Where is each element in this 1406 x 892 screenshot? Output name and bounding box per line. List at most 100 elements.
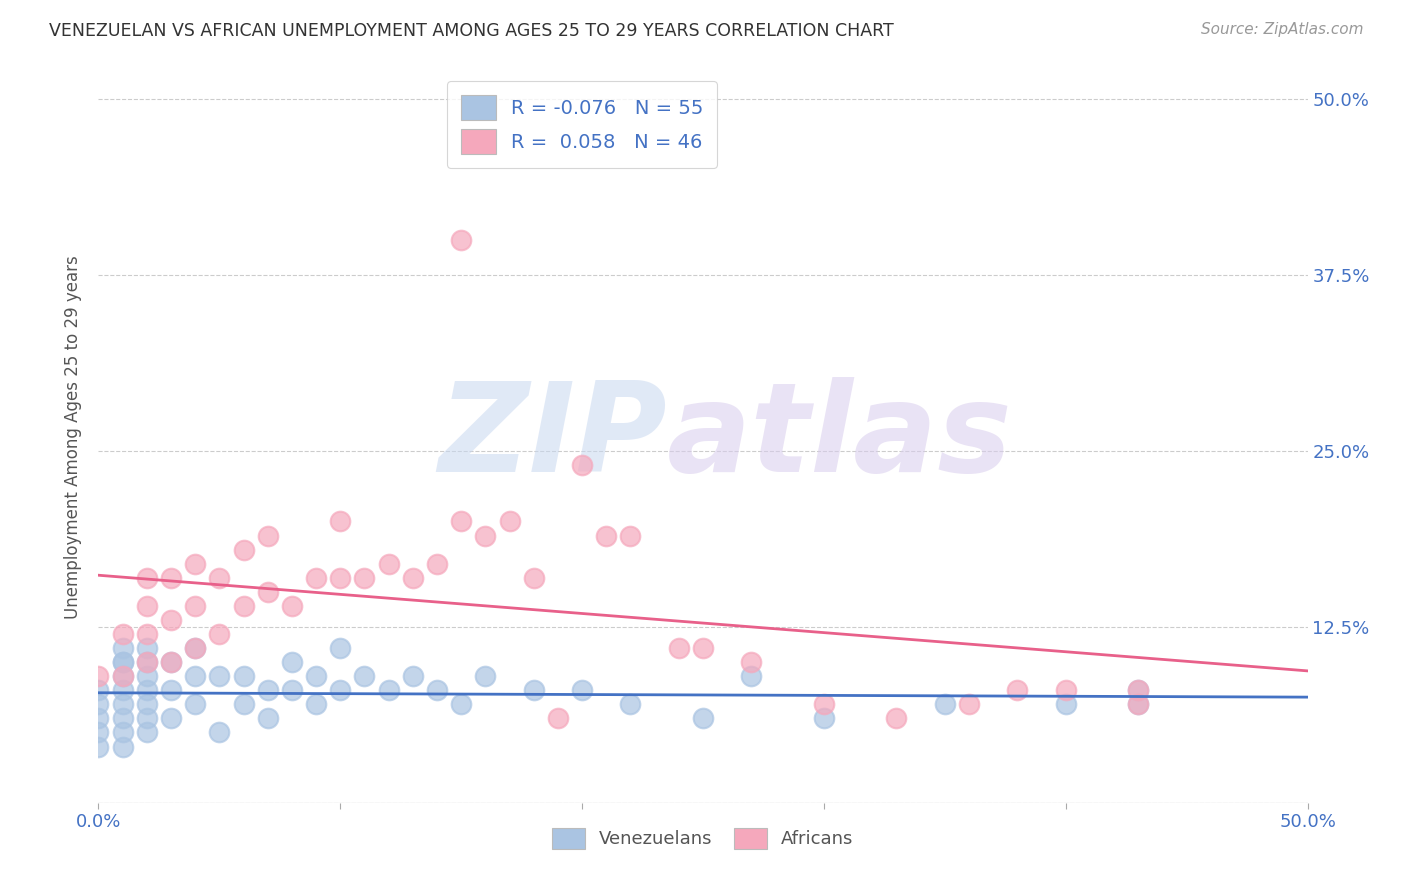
Point [426, 557, 449, 571]
Point [135, 627, 157, 641]
Point [281, 655, 304, 669]
Point [498, 515, 520, 529]
Point [450, 515, 472, 529]
Point [135, 641, 157, 656]
Point [281, 599, 304, 613]
Point [111, 641, 134, 656]
Point [450, 233, 472, 247]
Point [111, 627, 134, 641]
Point [281, 683, 304, 698]
Point [1054, 683, 1077, 698]
Point [208, 627, 231, 641]
Point [523, 571, 546, 585]
Point [740, 669, 762, 683]
Point [184, 599, 207, 613]
Point [135, 669, 157, 683]
Point [184, 641, 207, 656]
Point [160, 613, 183, 627]
Point [571, 683, 593, 698]
Point [353, 669, 375, 683]
Point [1128, 698, 1150, 712]
Point [184, 698, 207, 712]
Point [135, 655, 157, 669]
Point [111, 669, 134, 683]
Point [111, 698, 134, 712]
Point [87, 698, 110, 712]
Y-axis label: Unemployment Among Ages 25 to 29 years: Unemployment Among Ages 25 to 29 years [65, 255, 83, 619]
Point [1054, 698, 1077, 712]
Point [692, 641, 714, 656]
Point [571, 458, 593, 473]
Point [135, 698, 157, 712]
Point [208, 725, 231, 739]
Point [87, 725, 110, 739]
Point [160, 683, 183, 698]
Point [377, 683, 399, 698]
Point [1007, 683, 1029, 698]
Point [111, 711, 134, 725]
Point [619, 698, 641, 712]
Point [232, 669, 254, 683]
Point [256, 528, 278, 542]
Point [595, 528, 617, 542]
Point [256, 711, 278, 725]
Point [111, 655, 134, 669]
Point [547, 711, 569, 725]
Point [256, 683, 278, 698]
Point [934, 698, 956, 712]
Point [668, 641, 690, 656]
Point [957, 698, 980, 712]
Point [135, 571, 157, 585]
Point [402, 669, 425, 683]
Point [135, 599, 157, 613]
Point [813, 698, 835, 712]
Point [450, 698, 472, 712]
Point [1128, 683, 1150, 698]
Point [305, 571, 328, 585]
Point [135, 725, 157, 739]
Point [740, 655, 762, 669]
Point [111, 725, 134, 739]
Point [135, 711, 157, 725]
Text: VENEZUELAN VS AFRICAN UNEMPLOYMENT AMONG AGES 25 TO 29 YEARS CORRELATION CHART: VENEZUELAN VS AFRICAN UNEMPLOYMENT AMONG… [49, 22, 894, 40]
Point [474, 669, 496, 683]
Point [87, 739, 110, 754]
Point [692, 711, 714, 725]
Point [160, 571, 183, 585]
Text: atlas: atlas [666, 376, 1012, 498]
Point [256, 584, 278, 599]
Point [160, 655, 183, 669]
Legend: Venezuelans, Africans: Venezuelans, Africans [546, 821, 860, 856]
Point [474, 528, 496, 542]
Point [87, 711, 110, 725]
Point [426, 683, 449, 698]
Point [305, 698, 328, 712]
Point [377, 557, 399, 571]
Point [1128, 683, 1150, 698]
Point [111, 739, 134, 754]
Point [111, 655, 134, 669]
Point [232, 542, 254, 557]
Point [135, 683, 157, 698]
Point [402, 571, 425, 585]
Point [886, 711, 908, 725]
Point [353, 571, 375, 585]
Point [160, 655, 183, 669]
Point [232, 698, 254, 712]
Point [232, 599, 254, 613]
Point [111, 669, 134, 683]
Point [305, 669, 328, 683]
Point [87, 683, 110, 698]
Text: ZIP: ZIP [439, 376, 666, 498]
Point [619, 528, 641, 542]
Point [329, 571, 352, 585]
Point [87, 669, 110, 683]
Point [813, 711, 835, 725]
Point [329, 515, 352, 529]
Text: Source: ZipAtlas.com: Source: ZipAtlas.com [1201, 22, 1364, 37]
Point [184, 557, 207, 571]
Point [208, 669, 231, 683]
Point [523, 683, 546, 698]
Point [329, 683, 352, 698]
Point [184, 641, 207, 656]
